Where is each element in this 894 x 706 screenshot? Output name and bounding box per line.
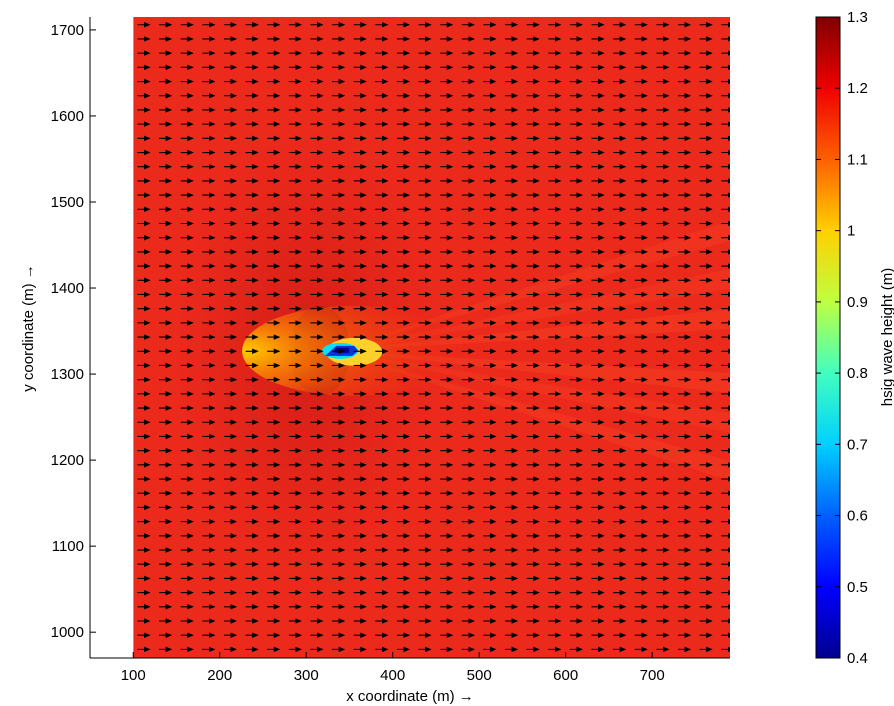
- colorbar-tick-label: 1.2: [847, 80, 868, 97]
- colorbar-tick-label: 1: [847, 223, 855, 240]
- y-tick-label: 1200: [51, 452, 84, 469]
- y-tick-label: 1700: [51, 22, 84, 39]
- y-tick-label: 1600: [51, 108, 84, 125]
- x-tick-label: 400: [380, 667, 405, 684]
- colorbar-tick-label: 0.7: [847, 436, 868, 453]
- x-tick-label: 100: [121, 667, 146, 684]
- y-axis-label: y coordinate (m) →: [20, 264, 37, 392]
- colorbar-tick-label: 0.5: [847, 579, 868, 596]
- y-tick-label: 1100: [52, 538, 84, 555]
- colorbar-label: hsig wave height (m): [879, 268, 894, 406]
- x-axis-label: x coordinate (m) →: [346, 688, 474, 705]
- colorbar-ticks: 0.4 0.5 0.6 0.7 0.8 0.9 1 1.1 1.2 1.3: [816, 9, 868, 667]
- colorbar-tick-label: 0.9: [847, 294, 868, 311]
- y-tick-label: 1400: [51, 280, 84, 297]
- colorbar-tick-label: 1.1: [847, 151, 868, 168]
- x-tick-label: 700: [640, 667, 665, 684]
- x-tick-label: 300: [294, 667, 319, 684]
- colorbar-tick-label: 0.8: [847, 365, 868, 382]
- colorbar-gradient: [815, 16, 841, 659]
- wave-direction-vectors: [137, 21, 731, 653]
- y-axis-ticks: 1000 1100 1200 1300 1400 1500 1600 1700: [51, 22, 96, 641]
- obstacle-core: [335, 347, 350, 353]
- x-tick-label: 500: [467, 667, 492, 684]
- colorbar-tick-label: 0.6: [847, 508, 868, 525]
- y-tick-label: 1300: [51, 366, 84, 383]
- colorbar: 0.4 0.5 0.6 0.7 0.8 0.9 1 1.1 1.2 1.3 hsig wave h…: [815, 9, 894, 667]
- y-tick-label: 1500: [51, 194, 84, 211]
- y-tick-label: 1000: [51, 624, 84, 641]
- x-tick-label: 600: [553, 667, 578, 684]
- x-axis-ticks: 100 200 300 400 500 600 700: [121, 652, 665, 684]
- colorbar-tick-label: 0.4: [847, 650, 868, 667]
- colorbar-tick-label: 1.3: [847, 9, 868, 26]
- axes: [89, 17, 730, 659]
- x-tick-label: 200: [207, 667, 232, 684]
